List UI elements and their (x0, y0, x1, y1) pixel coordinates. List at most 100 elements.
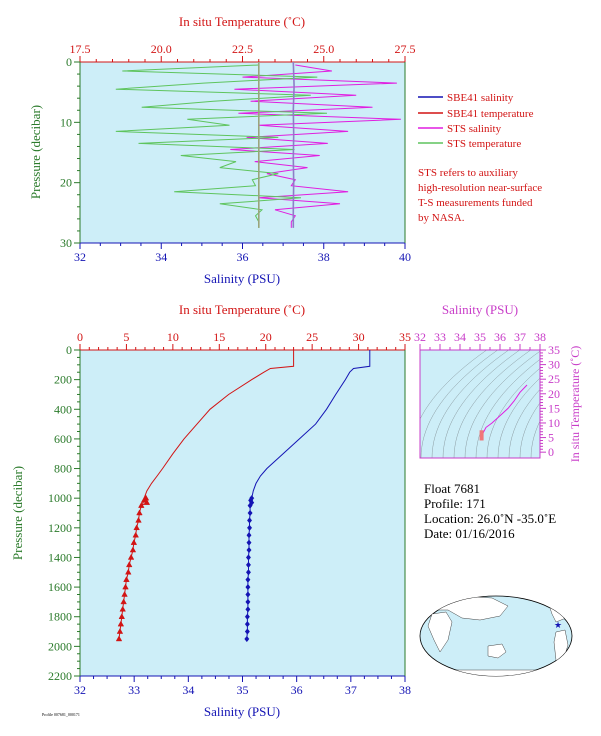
full-profile-series-salinity-marker (247, 524, 253, 532)
full-profile-series-temperature-marker (127, 553, 135, 560)
sts-note-line-4: by NASA. (418, 212, 465, 224)
full-profile-series-salinity-marker (244, 613, 250, 620)
ts-right-axis-label: In situ Temperature (˚C) (568, 346, 582, 463)
full-profile-top-axis-tick-label: 30 (353, 330, 365, 344)
continent-south-america (553, 629, 569, 665)
full-profile-series-temperature-marker (121, 590, 128, 597)
near-surface-left-axis-tick-label: 30 (60, 236, 72, 250)
footer-text: Profile 007681_000171 (42, 712, 80, 717)
ts-top-axis-tick-label: 35 (474, 330, 486, 344)
full-profile-series-temperature-marker (130, 539, 138, 545)
ts-density-contour (497, 377, 540, 458)
full-profile-series-temperature-marker (119, 605, 126, 612)
full-profile-top-axis-tick-label: 25 (306, 330, 318, 344)
full-profile-chart: 0 5 10 15 20 25 30 35 32 33 34 35 36 37 38 0 200 400 600 80… (10, 302, 411, 719)
full-profile-bottom-axis-label: Salinity (PSU) (204, 704, 280, 719)
full-profile-left-axis-label: Pressure (decibar) (10, 466, 25, 560)
full-profile-bottom-axis-tick-label: 38 (399, 683, 411, 697)
legend-label-sts-temperature: STS temperature (447, 138, 521, 150)
ts-density-contour (420, 350, 498, 458)
ts-deep-cluster (479, 430, 484, 441)
full-profile-top-axis-tick-label: 0 (77, 330, 83, 344)
full-profile-series-temperature-marker (136, 509, 143, 516)
full-profile-series-salinity-marker (245, 569, 251, 576)
near-surface-top-axis-tick-label: 22.5 (232, 42, 253, 56)
ts-top-axis-label: Salinity (PSU) (442, 302, 518, 317)
full-profile-series-salinity-marker (245, 576, 251, 583)
full-profile-left-axis-tick-label: 1400 (48, 550, 72, 564)
full-profile-series-temperature-marker (138, 502, 145, 508)
float-location-marker: ★ (554, 620, 562, 630)
full-profile-left-axis-tick-label: 0 (66, 343, 72, 357)
full-profile-series-temperature-marker (133, 524, 140, 531)
near-surface-bottom-axis-tick-label: 34 (155, 250, 167, 264)
full-profile-series-temperature-marker (140, 496, 148, 503)
full-profile-series-salinity-marker (247, 509, 253, 517)
near-surface-series-sbe41-salinity (292, 62, 295, 228)
near-surface-top-axis-tick-label: 20.0 (151, 42, 172, 56)
full-profile-series (115, 350, 371, 643)
full-profile-series-salinity-marker (245, 561, 251, 569)
full-profile-left-axis-tick-label: 400 (54, 402, 72, 416)
full-profile-left-axis-tick-label: 1200 (48, 521, 72, 535)
ts-top-axis-tick-label: 33 (434, 330, 446, 344)
legend-label-sbe41-salinity: SBE41 salinity (447, 92, 514, 104)
full-profile-left-axis-tick-label: 200 (54, 373, 72, 387)
sts-note-line-3: T-S measurements funded (418, 197, 533, 209)
ts-right-axis-tick-label: 20 (548, 387, 560, 401)
full-profile-left-axis-tick-label: 1800 (48, 610, 72, 624)
world-map: ★ (419, 595, 573, 677)
near-surface-bottom-axis-tick-label: 38 (318, 250, 330, 264)
ts-plot-area (419, 349, 541, 459)
full-profile-series-salinity-marker (244, 635, 250, 643)
full-profile-left-axis-tick-label: 1600 (48, 580, 72, 594)
full-profile-series-salinity-marker (244, 620, 250, 628)
continent-greenland (551, 596, 563, 601)
full-profile-top-axis-tick-label: 35 (399, 330, 411, 344)
full-profile-top-axis-tick-label: 15 (213, 330, 225, 344)
full-profile-top-axis-tick-label: 5 (123, 330, 129, 344)
ts-top-axis-tick-label: 32 (414, 330, 426, 344)
full-profile-top-axis-tick-label: 10 (167, 330, 179, 344)
ts-density-contour (519, 402, 540, 458)
near-surface-top-axis-label: In situ Temperature (˚C) (179, 14, 305, 29)
full-profile-bottom-axis-tick-label: 33 (128, 683, 140, 697)
full-profile-series-temperature-marker (143, 499, 151, 505)
ts-density-contour (508, 388, 540, 458)
full-profile-series-salinity-marker (247, 517, 253, 524)
sts-note-line-1: STS refers to auxiliary (418, 167, 518, 179)
ts-right-axis-tick-label: 30 (548, 358, 560, 372)
date: Date: 01/16/2016 (424, 526, 515, 541)
near-surface-bottom-axis-tick-label: 32 (74, 250, 86, 264)
ts-top-axis-tick-label: 37 (514, 330, 526, 344)
full-profile-series-temperature-marker (123, 576, 130, 582)
full-profile-bottom-axis-tick-label: 35 (237, 683, 249, 697)
near-surface-series-sts-temperature (115, 64, 328, 228)
full-profile-series-temperature-marker (117, 620, 125, 627)
location: Location: 26.0˚N -35.0˚E (424, 511, 556, 526)
continent-antarctica (420, 669, 572, 676)
full-profile-series-salinity-line (251, 350, 371, 499)
ts-top-axis-tick-label: 34 (454, 330, 466, 344)
full-profile-series-temperature-line (141, 350, 295, 506)
ts-top-axis-tick-label: 36 (494, 330, 506, 344)
near-surface-left-axis-tick-label: 0 (66, 55, 72, 69)
full-profile-series-temperature-marker (115, 635, 123, 642)
near-surface-top-axis-tick-label: 25.0 (313, 42, 334, 56)
full-profile-series-salinity-marker (246, 546, 252, 554)
full-profile-series-temperature-marker (120, 598, 127, 605)
float-id: Float 7681 (424, 481, 480, 496)
full-profile-series-salinity-marker (246, 532, 252, 539)
near-surface-left-axis-tick-label: 10 (60, 115, 72, 129)
near-surface-left-axis-label: Pressure (decibar) (28, 105, 43, 199)
near-surface-top-axis-tick-label: 17.5 (70, 42, 91, 56)
near-surface-left-axis-tick-label: 20 (60, 176, 72, 190)
full-profile-series-salinity-marker (246, 539, 252, 546)
full-profile-axes: 0 5 10 15 20 25 30 35 32 33 34 35 36 37 38 0 200 400 600 80… (48, 330, 411, 697)
full-profile-series-temperature-samples-line (118, 497, 148, 640)
continent-australia (487, 643, 507, 659)
full-profile-left-axis-tick-label: 1000 (48, 491, 72, 505)
float-info: Float 7681 Profile: 171 Location: 26.0˚N… (424, 481, 556, 541)
